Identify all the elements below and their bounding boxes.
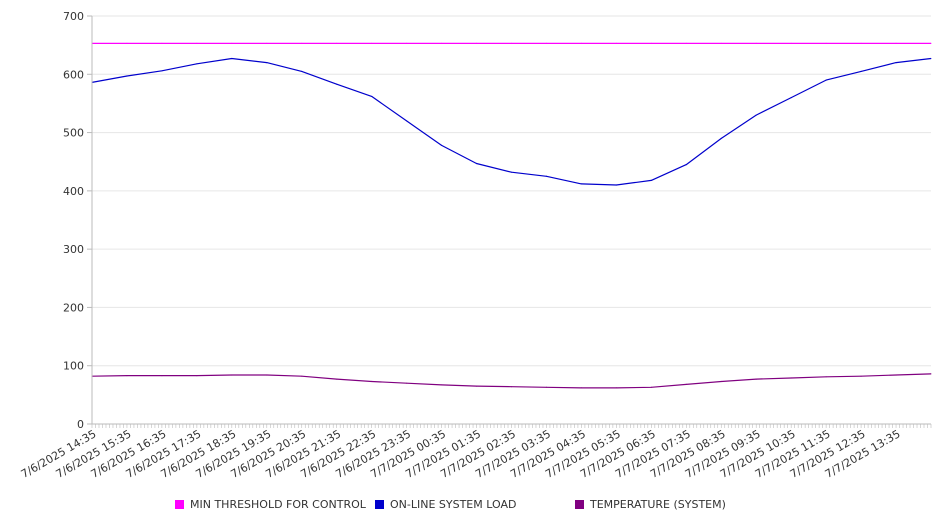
data-point-min-threshold-for-control <box>825 42 827 44</box>
data-point-on-line-system-load <box>615 184 617 186</box>
data-point-on-line-system-load <box>895 62 897 64</box>
legend-item-system-load[interactable]: ON-LINE SYSTEM LOAD <box>375 498 516 511</box>
data-point-temperature-system <box>650 386 652 388</box>
data-point-on-line-system-load <box>475 162 478 165</box>
data-point-on-line-system-load <box>650 179 652 181</box>
data-point-min-threshold-for-control <box>895 42 897 44</box>
data-point-temperature-system <box>720 380 722 383</box>
data-point-on-line-system-load <box>930 57 932 60</box>
legend: MIN THRESHOLD FOR CONTROL ON-LINE SYSTEM… <box>0 498 946 514</box>
data-point-min-threshold-for-control <box>371 42 373 44</box>
data-point-on-line-system-load <box>790 97 792 99</box>
data-point-min-threshold-for-control <box>755 42 757 44</box>
data-point-temperature-system <box>825 376 827 378</box>
data-point-min-threshold-for-control <box>196 42 198 44</box>
data-point-min-threshold-for-control <box>406 42 408 44</box>
data-point-on-line-system-load <box>720 137 722 139</box>
legend-item-temperature[interactable]: TEMPERATURE (SYSTEM) <box>575 498 726 511</box>
data-point-on-line-system-load <box>266 62 268 64</box>
data-point-on-line-system-load <box>231 57 233 60</box>
data-point-on-line-system-load <box>161 70 163 72</box>
data-point-on-line-system-load <box>371 95 373 98</box>
data-point-temperature-system <box>790 377 792 379</box>
legend-label-temperature: TEMPERATURE (SYSTEM) <box>590 498 726 511</box>
data-point-temperature-system <box>266 374 268 376</box>
data-point-on-line-system-load <box>545 175 548 177</box>
y-tick-label: 0 <box>77 418 84 431</box>
series-line-temperature-system <box>91 373 932 389</box>
data-point-min-threshold-for-control <box>161 42 163 44</box>
data-point-min-threshold-for-control <box>685 42 687 44</box>
data-point-temperature-system <box>161 375 163 377</box>
data-point-min-threshold-for-control <box>231 42 233 44</box>
data-point-temperature-system <box>126 375 128 377</box>
data-point-temperature-system <box>406 382 408 384</box>
y-tick-label: 200 <box>63 301 84 314</box>
grid-lines <box>92 15 931 367</box>
data-point-temperature-system <box>755 378 757 380</box>
data-point-on-line-system-load <box>860 70 862 72</box>
data-point-min-threshold-for-control <box>720 42 722 44</box>
data-point-min-threshold-for-control <box>440 42 443 44</box>
data-point-min-threshold-for-control <box>475 42 478 44</box>
data-point-on-line-system-load <box>336 83 338 85</box>
data-point-on-line-system-load <box>510 171 513 173</box>
legend-label-system-load: ON-LINE SYSTEM LOAD <box>390 498 517 511</box>
data-point-min-threshold-for-control <box>126 42 128 44</box>
data-point-on-line-system-load <box>580 183 583 185</box>
data-point-min-threshold-for-control <box>266 42 268 44</box>
data-point-temperature-system <box>440 384 443 386</box>
data-point-temperature-system <box>860 375 862 377</box>
y-tick-label: 500 <box>63 127 84 140</box>
data-point-temperature-system <box>615 387 617 389</box>
data-point-min-threshold-for-control <box>790 42 792 44</box>
data-point-temperature-system <box>580 387 583 389</box>
data-point-temperature-system <box>231 374 233 376</box>
data-point-min-threshold-for-control <box>545 42 548 44</box>
data-point-on-line-system-load <box>196 63 198 65</box>
data-point-on-line-system-load <box>685 164 687 166</box>
data-point-temperature-system <box>930 373 932 375</box>
data-point-on-line-system-load <box>825 79 827 81</box>
legend-swatch-temperature <box>575 500 584 509</box>
data-point-on-line-system-load <box>755 114 757 116</box>
data-point-min-threshold-for-control <box>510 42 513 44</box>
data-point-temperature-system <box>510 386 513 388</box>
y-tick-label: 300 <box>63 243 84 256</box>
y-tick-label: 600 <box>63 68 84 81</box>
data-point-min-threshold-for-control <box>930 42 932 44</box>
data-point-temperature-system <box>371 380 373 383</box>
data-point-min-threshold-for-control <box>580 42 583 44</box>
data-point-on-line-system-load <box>126 75 128 77</box>
legend-label-threshold: MIN THRESHOLD FOR CONTROL <box>190 498 366 511</box>
data-point-temperature-system <box>196 375 198 377</box>
data-point-on-line-system-load <box>406 120 408 122</box>
x-axis-ticks: 7/6/2025 14:357/6/2025 15:357/6/2025 16:… <box>19 424 932 481</box>
data-point-temperature-system <box>336 378 338 380</box>
y-axis-ticks: 0 100 200 300 400 500 600 700 <box>63 10 92 431</box>
y-tick-label: 700 <box>63 10 84 23</box>
series-line-on-line-system-load <box>91 57 932 186</box>
data-point-min-threshold-for-control <box>860 42 862 44</box>
data-point-on-line-system-load <box>301 70 303 72</box>
legend-swatch-system-load <box>375 500 384 509</box>
series-lines <box>91 42 932 389</box>
data-point-temperature-system <box>685 383 687 385</box>
y-tick-label: 100 <box>63 360 84 373</box>
data-point-temperature-system <box>895 374 897 376</box>
data-point-temperature-system <box>545 386 548 388</box>
data-point-temperature-system <box>301 375 303 377</box>
data-point-min-threshold-for-control <box>336 42 338 44</box>
data-point-temperature-system <box>475 385 478 387</box>
data-point-min-threshold-for-control <box>615 42 617 44</box>
data-point-min-threshold-for-control <box>650 42 652 44</box>
data-point-min-threshold-for-control <box>301 42 303 44</box>
y-tick-label: 400 <box>63 185 84 198</box>
data-point-on-line-system-load <box>440 144 443 146</box>
legend-swatch-threshold <box>175 500 184 509</box>
legend-item-threshold[interactable]: MIN THRESHOLD FOR CONTROL <box>175 498 366 511</box>
